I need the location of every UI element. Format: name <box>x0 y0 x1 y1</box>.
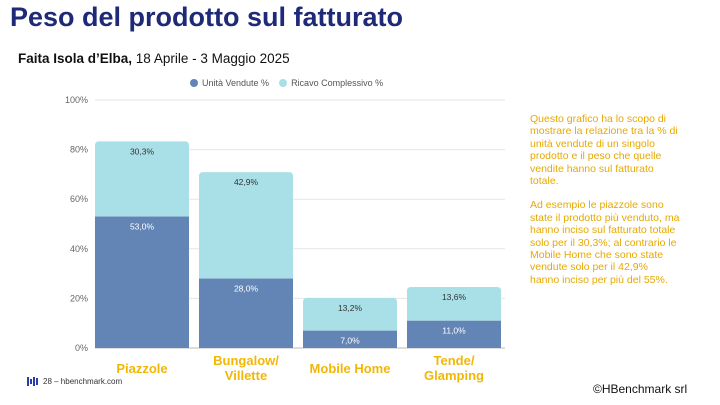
data-label-revenue: 13,2% <box>338 303 363 313</box>
chart-legend: Unità Vendute % Ricavo Complessivo % <box>190 78 383 88</box>
category-label: Bungalow/ <box>213 353 279 368</box>
data-label-units: 28,0% <box>234 284 259 294</box>
copyright: ©HBenchmark srl <box>593 382 688 396</box>
legend-swatch-revenue <box>279 79 288 87</box>
legend-label-revenue: Ricavo Complessivo % <box>291 78 384 88</box>
explanation-note: Questo grafico ha lo scopo di mostrare l… <box>530 113 680 298</box>
bar-segment-revenue <box>303 297 397 331</box>
data-label-revenue: 30,3% <box>130 146 155 156</box>
chart-subtitle: Faita Isola d’Elba, 18 Aprile - 3 Maggio… <box>18 51 290 66</box>
footer: 28 – hbenchmark.com <box>27 377 122 386</box>
data-label-units: 11,0% <box>442 326 466 336</box>
note-paragraph-1: Questo grafico ha lo scopo di mostrare l… <box>530 113 678 188</box>
footer-text: 28 – hbenchmark.com <box>43 377 123 386</box>
legend-item-units: Unità Vendute % <box>190 78 269 88</box>
category-label: Glamping <box>424 368 484 383</box>
bar-segment-revenue <box>95 141 189 217</box>
subtitle-location: Faita Isola d’Elba, <box>18 51 133 66</box>
bar-segment-revenue <box>199 172 293 279</box>
subtitle-dates: 18 Aprile - 3 Maggio 2025 <box>132 51 290 66</box>
bar-segment-revenue <box>407 286 501 321</box>
y-tick-label: 80% <box>70 145 88 155</box>
bar-segment-units <box>407 320 501 348</box>
legend-label-units: Unità Vendute % <box>202 78 270 88</box>
data-label-revenue: 42,9% <box>234 177 259 187</box>
legend-item-revenue: Ricavo Complessivo % <box>279 78 383 88</box>
data-label-units: 53,0% <box>130 222 155 232</box>
category-label: Tende/ <box>434 353 475 368</box>
note-paragraph-2: Ad esempio le piazzole sono state il pro… <box>530 199 680 286</box>
bar-segment-units <box>199 278 293 348</box>
y-tick-label: 0% <box>75 343 88 353</box>
y-tick-label: 60% <box>70 194 88 204</box>
bar-segment-units <box>303 330 397 348</box>
category-label: Villette <box>225 368 267 383</box>
y-tick-label: 40% <box>70 244 88 254</box>
hbenchmark-logo-icon <box>27 377 38 386</box>
bar-segment-units <box>95 216 189 348</box>
category-label: Piazzole <box>116 361 167 376</box>
y-tick-label: 100% <box>65 95 88 105</box>
legend-swatch-units <box>190 79 198 87</box>
data-label-revenue: 13,6% <box>442 292 467 302</box>
data-label-units: 7,0% <box>340 336 360 346</box>
page-title: Peso del prodotto sul fatturato <box>10 2 404 32</box>
y-tick-label: 20% <box>70 293 88 303</box>
category-label: Mobile Home <box>310 361 391 376</box>
